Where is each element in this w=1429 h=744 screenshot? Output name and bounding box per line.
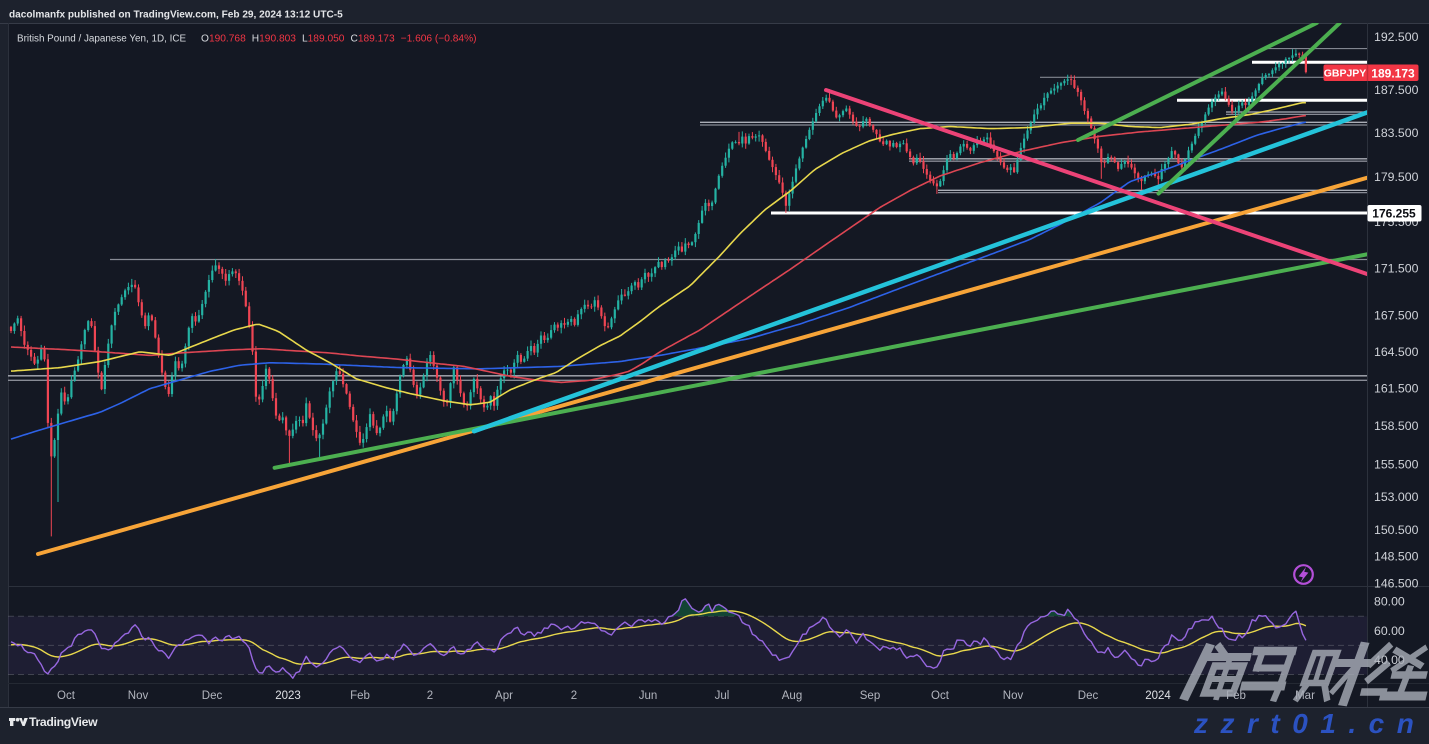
svg-text:161.500: 161.500 bbox=[1374, 382, 1419, 396]
svg-text:2024: 2024 bbox=[1145, 690, 1171, 702]
svg-text:GBPJPY: GBPJPY bbox=[1324, 68, 1367, 80]
svg-text:dacolmanfx published on Tradin: dacolmanfx published on TradingView.com,… bbox=[9, 10, 343, 21]
svg-text:80.00: 80.00 bbox=[1374, 595, 1405, 609]
svg-text:2: 2 bbox=[427, 690, 433, 702]
svg-text:Jul: Jul bbox=[715, 690, 730, 702]
svg-text:153.000: 153.000 bbox=[1374, 490, 1419, 504]
svg-text:British Pound / Japanese Yen,: British Pound / Japanese Yen, 1D, ICE bbox=[17, 34, 186, 45]
svg-text:158.500: 158.500 bbox=[1374, 419, 1419, 433]
svg-text:2023: 2023 bbox=[275, 690, 301, 702]
svg-text:164.500: 164.500 bbox=[1374, 345, 1419, 359]
svg-text:Dec: Dec bbox=[1078, 690, 1099, 702]
svg-text:187.500: 187.500 bbox=[1374, 83, 1419, 97]
svg-text:Oct: Oct bbox=[57, 690, 76, 702]
svg-text:60.00: 60.00 bbox=[1374, 624, 1405, 638]
svg-text:176.255: 176.255 bbox=[1372, 207, 1416, 221]
svg-text:Nov: Nov bbox=[128, 690, 149, 702]
svg-text:192.500: 192.500 bbox=[1374, 30, 1419, 44]
svg-text:Feb: Feb bbox=[350, 690, 370, 702]
svg-text:Aug: Aug bbox=[782, 690, 802, 702]
svg-text:Jun: Jun bbox=[639, 690, 658, 702]
svg-text:179.500: 179.500 bbox=[1374, 170, 1419, 184]
svg-text:Oct: Oct bbox=[931, 690, 950, 702]
svg-text:146.500: 146.500 bbox=[1374, 577, 1419, 591]
svg-text:171.500: 171.500 bbox=[1374, 261, 1419, 275]
svg-text:167.500: 167.500 bbox=[1374, 309, 1419, 323]
svg-text:Apr: Apr bbox=[495, 690, 513, 702]
svg-text:Sep: Sep bbox=[860, 690, 880, 702]
svg-text:183.500: 183.500 bbox=[1374, 126, 1419, 140]
svg-text:Dec: Dec bbox=[202, 690, 223, 702]
svg-text:148.500: 148.500 bbox=[1374, 550, 1419, 564]
svg-text:TradingView: TradingView bbox=[29, 715, 98, 729]
svg-text:zzrt01.cn: zzrt01.cn bbox=[1193, 708, 1426, 739]
svg-text:155.500: 155.500 bbox=[1374, 457, 1419, 471]
svg-text:Nov: Nov bbox=[1003, 690, 1024, 702]
svg-text:150.500: 150.500 bbox=[1374, 523, 1419, 537]
svg-text:189.173: 189.173 bbox=[1371, 67, 1415, 81]
svg-text:2: 2 bbox=[571, 690, 577, 702]
